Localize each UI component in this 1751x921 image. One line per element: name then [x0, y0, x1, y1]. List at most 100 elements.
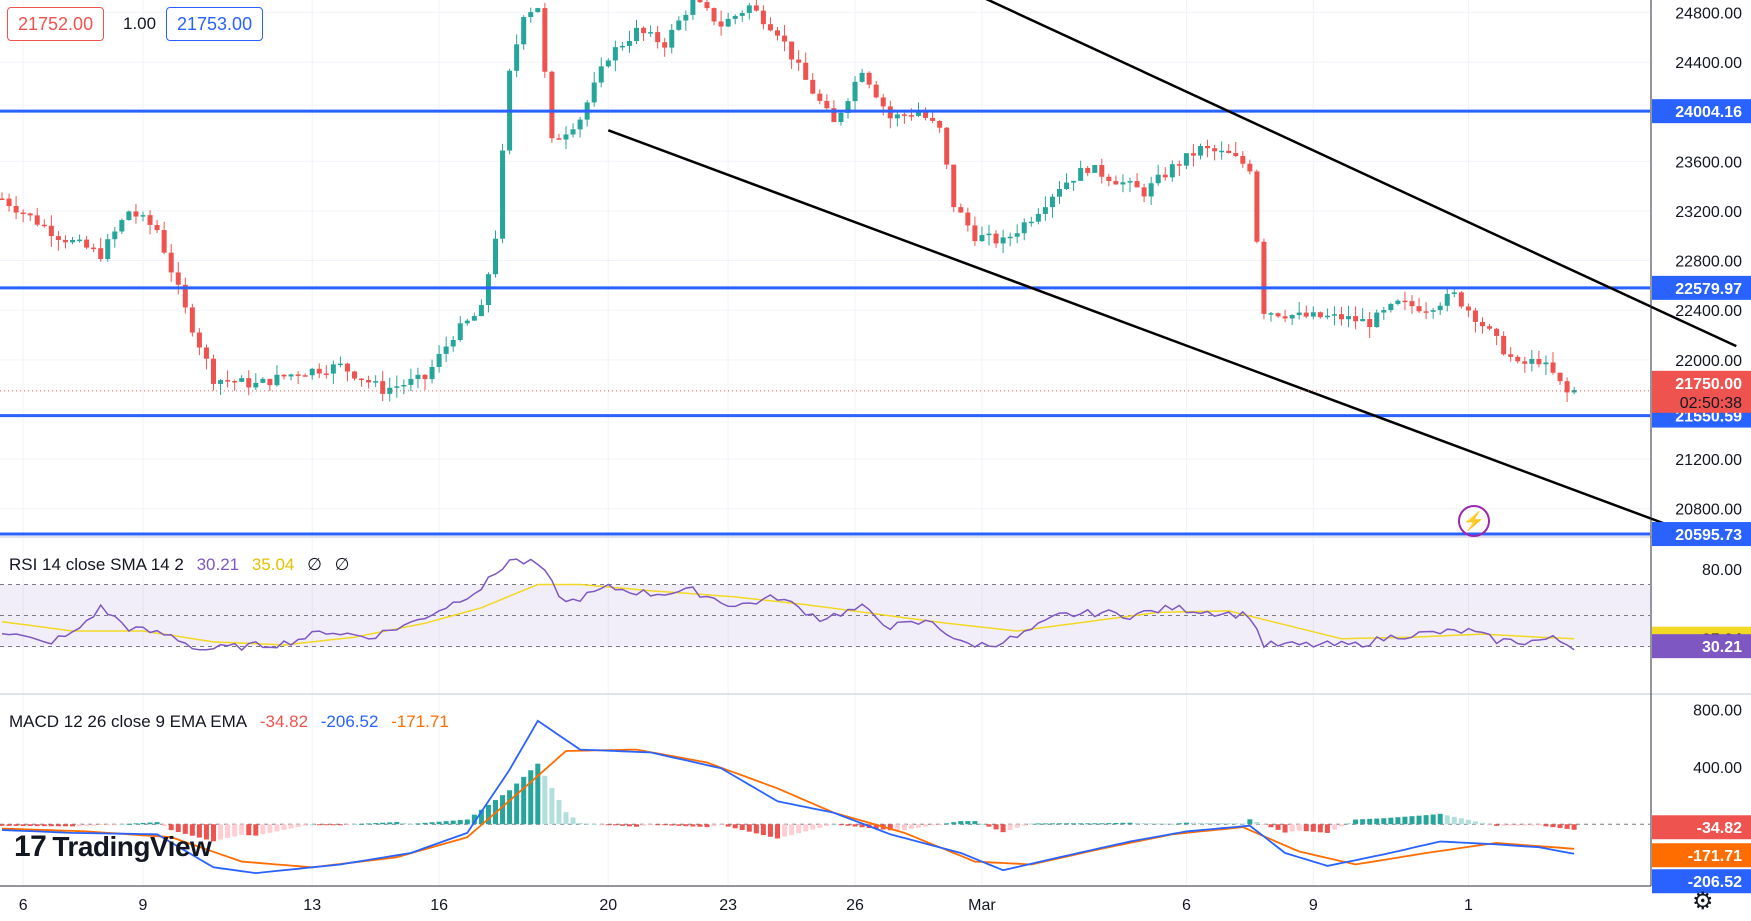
candle-body	[1169, 164, 1175, 178]
price-pane[interactable]	[0, 0, 1737, 539]
macd-histogram-bar	[979, 823, 985, 825]
macd-histogram-bar	[542, 775, 548, 825]
candle-body	[1515, 356, 1521, 362]
macd-histogram-bar	[626, 824, 632, 827]
tradingview-logo[interactable]: 17 TradingView	[14, 830, 212, 864]
macd-histogram-bar	[302, 824, 308, 826]
order-quantity[interactable]: 1.00	[123, 14, 157, 33]
macd-histogram-bar	[1219, 823, 1225, 825]
candle-body	[528, 12, 534, 18]
candle-body	[1148, 183, 1154, 197]
macd-legend[interactable]: MACD 12 26 close 9 EMA EMA -34.82 -206.5…	[9, 712, 457, 732]
macd-histogram-bar	[930, 824, 936, 826]
candle-body	[380, 381, 386, 394]
macd-histogram-bar	[1367, 818, 1373, 825]
tradingview-logo-icon: 17	[14, 830, 47, 863]
candle-body	[211, 358, 216, 384]
macd-histogram-bar	[154, 822, 160, 825]
macd-histogram-bar	[161, 824, 167, 827]
candle-body	[62, 239, 68, 243]
macd-histogram-bar	[450, 820, 456, 825]
rsi-sma-line	[1, 583, 1575, 646]
candle-body	[429, 366, 435, 380]
macd-histogram-bar	[732, 824, 738, 829]
time-tick-label: 9	[139, 897, 148, 914]
macd-histogram-bar	[429, 822, 435, 825]
macd-histogram-bar	[535, 763, 541, 825]
macd-histogram-bar	[1021, 824, 1027, 826]
candle-body	[373, 381, 379, 383]
candle-body	[1472, 310, 1478, 322]
candle-body	[1395, 300, 1401, 304]
candle-body	[1346, 316, 1352, 320]
candle-body	[182, 284, 188, 308]
macd-histogram-bar	[203, 824, 209, 840]
flash-icon[interactable]: ⚡	[1458, 505, 1490, 537]
rsi-legend-label: RSI 14 close SMA 14 2	[9, 555, 184, 574]
settings-gear-icon[interactable]: ⚙	[1692, 888, 1714, 915]
macd-histogram-bar	[887, 824, 893, 831]
candle-body	[84, 239, 90, 248]
macd-histogram-bar	[958, 821, 964, 825]
candle-body	[1078, 168, 1084, 181]
macd-histogram-bar	[725, 824, 731, 827]
candle-body	[1127, 181, 1133, 183]
macd-histogram-bar	[48, 824, 54, 827]
macd-histogram-bar	[196, 824, 202, 838]
candle-body	[359, 378, 365, 381]
tradingview-logo-text: TradingView	[52, 831, 212, 862]
macd-histogram-bar	[598, 824, 604, 826]
candle-body	[937, 120, 943, 128]
candle-body	[845, 101, 851, 113]
macd-histogram-bar	[1353, 819, 1359, 825]
buy-price-button[interactable]: 21753.00	[166, 7, 264, 41]
macd-histogram-bar	[27, 824, 33, 827]
candle-body	[880, 97, 886, 107]
macd-histogram-bar	[1543, 824, 1549, 827]
time-tick-label: 20	[599, 897, 617, 914]
candle-body	[634, 27, 639, 42]
price-tick-label: 20800.00	[1675, 502, 1742, 519]
macd-pane[interactable]	[0, 719, 1650, 875]
macd-histogram-bar	[62, 824, 68, 827]
rsi-pane[interactable]	[0, 558, 1650, 652]
candle-body	[1310, 312, 1316, 317]
candle-body	[1423, 311, 1429, 313]
macd-histogram-bar	[55, 824, 61, 827]
macd-histogram-bar	[1190, 822, 1196, 825]
macd-histogram-bar	[845, 824, 851, 826]
rsi-legend[interactable]: RSI 14 close SMA 14 2 30.21 35.04 ∅ ∅	[9, 555, 357, 575]
candle-body	[323, 373, 329, 375]
price-tick-label: 23200.00	[1675, 204, 1742, 221]
macd-histogram-bar	[944, 823, 950, 825]
candle-body	[1226, 150, 1232, 154]
sell-price-button[interactable]: 21752.00	[7, 7, 105, 41]
macd-histogram-bar	[556, 800, 562, 825]
macd-histogram-bar	[1134, 822, 1140, 825]
macd-histogram-bar	[175, 824, 181, 833]
candle-body	[436, 353, 442, 367]
candle-body	[1296, 312, 1302, 316]
candle-body	[1353, 316, 1359, 322]
candle-body	[302, 375, 308, 377]
macd-histogram-bar	[457, 820, 463, 825]
candle-body	[1099, 165, 1105, 177]
candle-body	[972, 225, 978, 242]
candle-body	[944, 127, 950, 165]
macd-histogram-bar	[211, 824, 216, 842]
macd-histogram-bar	[295, 824, 301, 828]
rsi-legend-sma: 35.04	[251, 555, 295, 574]
candle-body	[1381, 310, 1387, 313]
candle-body	[34, 215, 40, 225]
candle-body	[0, 198, 5, 201]
candle-body	[485, 274, 491, 306]
macd-histogram-bar	[1233, 823, 1239, 825]
macd-histogram-bar	[972, 821, 978, 825]
candle-body	[493, 238, 498, 275]
candle-body	[77, 239, 83, 242]
macd-histogram-bar	[528, 770, 534, 825]
macd-histogram-bar	[1339, 824, 1344, 827]
macd-histogram-bar	[1472, 821, 1478, 825]
